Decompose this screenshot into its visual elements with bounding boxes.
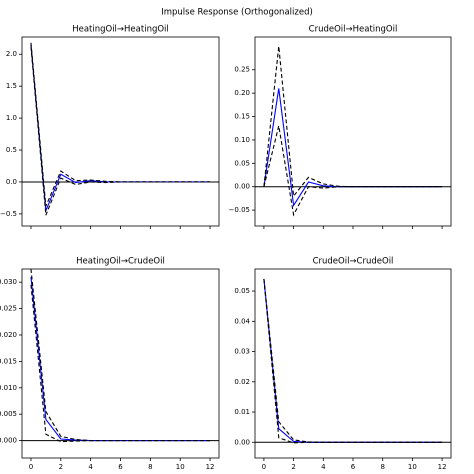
y-tick-label: 0.025 <box>0 305 17 313</box>
irf-line <box>30 284 211 443</box>
irf-line <box>263 125 443 217</box>
irf-line <box>263 278 443 443</box>
y-tick-label: 0.005 <box>0 410 17 418</box>
y-tick-label: 0.010 <box>0 384 17 392</box>
y-tick-label: 0.015 <box>0 357 17 365</box>
y-tick-label: 0.000 <box>0 437 17 445</box>
y-tick-label: 0.10 <box>234 136 250 144</box>
subplot-title: HeatingOil→CrudeOil <box>76 257 165 267</box>
subplot-title: HeatingOil→HeatingOil <box>72 25 169 35</box>
axes-frame <box>254 36 452 227</box>
y-tick-label: 0.01 <box>234 408 250 416</box>
y-tick-label: 0.15 <box>234 113 250 121</box>
x-tick-label: 10 <box>408 463 417 471</box>
x-tick-label: 4 <box>88 463 93 471</box>
irf-line <box>263 88 443 207</box>
y-tick-label: 0.0 <box>6 178 17 186</box>
x-tick-label: 0 <box>29 463 33 471</box>
irf-line <box>263 278 443 443</box>
y-tick-label: 0.5 <box>6 146 17 154</box>
y-tick-label: 0.020 <box>0 331 17 339</box>
subplot-title: CrudeOil→HeatingOil <box>309 25 398 35</box>
figure-title: Impulse Response (Orthogonalized) <box>161 8 313 18</box>
axes-frame <box>254 268 452 459</box>
subplot-title: CrudeOil→CrudeOil <box>313 257 394 267</box>
x-tick-label: 12 <box>206 463 215 471</box>
irf-line <box>263 46 443 198</box>
x-tick-label: 10 <box>176 463 185 471</box>
y-tick-label: 0.02 <box>234 378 250 386</box>
x-tick-label: 8 <box>380 463 384 471</box>
x-tick-label: 2 <box>291 463 295 471</box>
y-tick-label: 0.030 <box>0 278 17 286</box>
y-tick-label: 1.5 <box>6 82 17 90</box>
y-tick-label: −0.05 <box>229 206 250 214</box>
x-tick-label: 6 <box>118 463 123 471</box>
y-tick-label: 1.0 <box>6 114 17 122</box>
x-tick-label: 2 <box>59 463 63 471</box>
irf-line <box>30 46 211 216</box>
y-tick-label: 0.00 <box>234 183 250 191</box>
y-tick-label: 0.03 <box>234 348 250 356</box>
y-tick-label: −0.5 <box>0 210 17 218</box>
y-tick-label: 0.05 <box>234 287 250 295</box>
x-tick-label: 0 <box>262 463 266 471</box>
irf-line <box>263 278 443 444</box>
axes-frame <box>21 268 220 459</box>
irf-line <box>30 44 211 211</box>
y-tick-label: 0.04 <box>234 317 250 325</box>
x-tick-label: 4 <box>321 463 326 471</box>
y-tick-label: 0.00 <box>234 438 250 446</box>
x-tick-label: 8 <box>148 463 152 471</box>
x-tick-label: 6 <box>351 463 356 471</box>
y-tick-label: 0.05 <box>234 159 250 167</box>
irf-line <box>30 42 211 207</box>
axes-frame <box>21 36 220 227</box>
irf-line <box>30 276 211 442</box>
y-tick-label: 0.25 <box>234 66 250 74</box>
x-tick-label: 12 <box>438 463 447 471</box>
y-tick-label: 0.20 <box>234 89 250 97</box>
irf-line <box>30 268 211 442</box>
y-tick-label: 2.0 <box>6 50 17 58</box>
